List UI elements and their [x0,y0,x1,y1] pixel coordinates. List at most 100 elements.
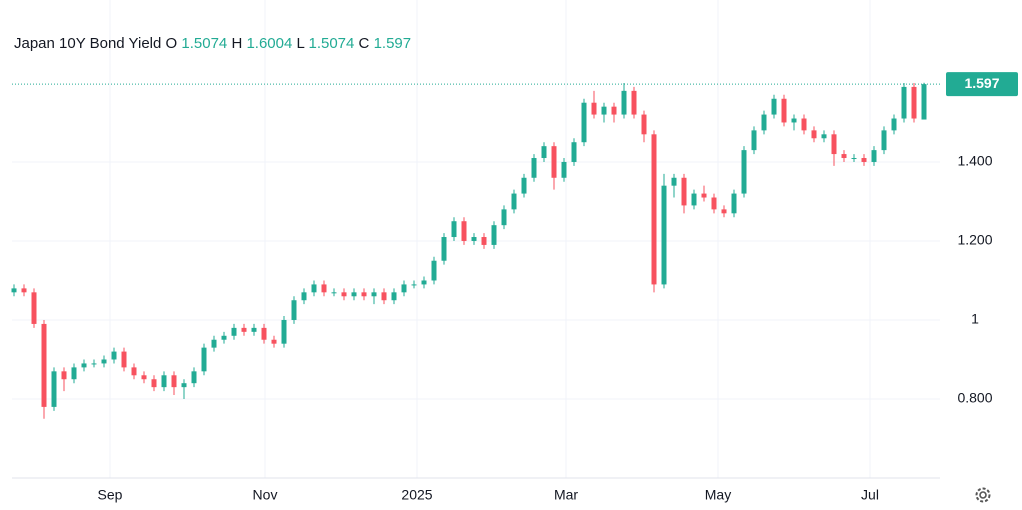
candle-body [571,142,577,162]
candle-body [711,197,717,210]
y-tick-label: 1 [971,311,979,327]
candle-body [211,339,217,348]
candle-body [151,379,157,388]
x-tick-label: Mar [554,487,578,503]
candle-body [721,209,727,214]
header-item: 1.6004 [246,35,292,52]
candle-body [21,288,27,293]
candle-body [831,134,837,155]
candle-body [431,260,437,281]
candle-body [351,292,357,297]
candle-body [551,146,557,178]
candle-body [421,280,427,285]
candle-body [51,371,57,407]
candle-body [411,284,417,286]
header-item: 1.597 [374,35,412,52]
candle-body [251,327,257,332]
x-tick-label: Nov [253,487,278,503]
candle-body [471,237,477,241]
candle-body [41,323,47,407]
header-text: Japan 10Y Bond Yield O 1.5074 H 1.6004 L… [14,35,411,52]
header-item: 1.5074 [181,35,227,52]
candle-body [111,351,117,360]
candle-body [801,118,807,131]
header-item: Japan 10Y Bond Yield [14,35,161,52]
header-item: L [297,35,305,52]
y-tick-label: 1.200 [957,232,992,248]
candle-body [271,339,277,344]
settings-icon[interactable] [975,487,991,503]
candle-body [651,134,657,285]
candle-body [451,221,457,238]
candle-body [781,98,787,123]
candle-body [521,177,527,194]
candle-body [761,114,767,131]
candle-body [241,327,247,332]
candle-body [881,130,887,151]
candle-body [331,292,337,294]
candle-body [461,221,467,241]
header-item: H [231,35,242,52]
candle-body [531,158,537,178]
candle-body [121,351,127,368]
candle-body [561,161,567,178]
candle-body [391,292,397,301]
candle-body [901,86,907,119]
candle-body [31,292,37,324]
candle-body [91,363,97,365]
candle-body [741,150,747,194]
candle-body [541,146,547,159]
candle-body [921,84,927,120]
candle-body [581,102,587,143]
candle-body [161,375,167,388]
candle-body [841,154,847,159]
candle-body [171,375,177,388]
candle-body [701,193,707,198]
x-tick-label: 2025 [401,487,432,503]
candle-body [401,284,407,293]
candle-body [511,193,517,210]
candle-body [821,134,827,139]
candle-body [621,90,627,115]
candle-body [481,237,487,245]
x-tick-label: Jul [861,487,879,503]
candle-body [191,371,197,384]
candle-body [771,98,777,115]
candle-body [311,284,317,293]
last-price-tag [946,72,1018,97]
candle-body [61,371,67,380]
candle-body [871,150,877,162]
x-tick-label: May [705,487,731,503]
candle-body [281,319,287,344]
candle-body [141,375,147,380]
candle-body [501,209,507,226]
legend-header: Japan 10Y Bond Yield O 1.5074 H 1.6004 L… [14,35,411,52]
candle-body [181,383,187,388]
candle-body [731,193,737,214]
candle-body [361,292,367,297]
header-item: O [166,35,178,52]
y-tick-label: 0.800 [957,390,992,406]
x-tick-label: Sep [98,487,123,503]
candle-body [661,185,667,285]
candle-body [231,327,237,336]
candle-body [911,86,917,119]
candle-body [811,130,817,139]
plot-area [11,0,940,478]
candle-body [751,130,757,151]
candle-body [201,347,207,372]
candle-body [381,292,387,301]
candle-body [291,300,297,320]
candle-body [131,367,137,376]
candle-body [101,359,107,364]
candle-body [861,158,867,162]
candle-body [851,158,857,160]
candle-body [791,118,797,123]
y-tick-label: 1.400 [957,153,992,169]
candle-body [321,284,327,293]
candle-body [491,225,497,245]
candle-body [601,106,607,115]
candle-body [591,102,597,115]
candle-body [671,177,677,186]
candle-body [341,292,347,297]
